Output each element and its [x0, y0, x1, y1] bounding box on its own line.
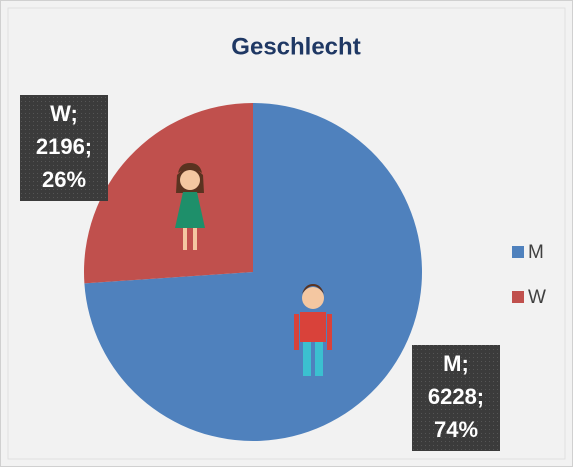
legend-swatch: [512, 246, 524, 258]
pie: [84, 103, 423, 441]
data-label: 74%: [434, 417, 478, 442]
data-label: 26%: [42, 167, 86, 192]
data-label: 2196;: [36, 134, 92, 159]
legend-label: W: [528, 287, 546, 308]
pie-slice: [84, 103, 423, 441]
data-label-box: [20, 95, 108, 201]
legend-swatch: [512, 291, 524, 303]
data-labels: M; 6228; 74% W; 2196; 26%: [20, 95, 500, 451]
legend-label: M: [528, 242, 544, 263]
male-icon: [294, 284, 332, 376]
chart-title: Geschlecht: [231, 33, 360, 60]
legend: MW: [512, 242, 546, 308]
pie-slice: [84, 103, 253, 284]
data-label: M;: [443, 351, 469, 376]
data-label-box: [412, 345, 500, 451]
data-label: W;: [50, 101, 78, 126]
female-icon: [175, 163, 205, 250]
data-label: 6228;: [428, 384, 484, 409]
